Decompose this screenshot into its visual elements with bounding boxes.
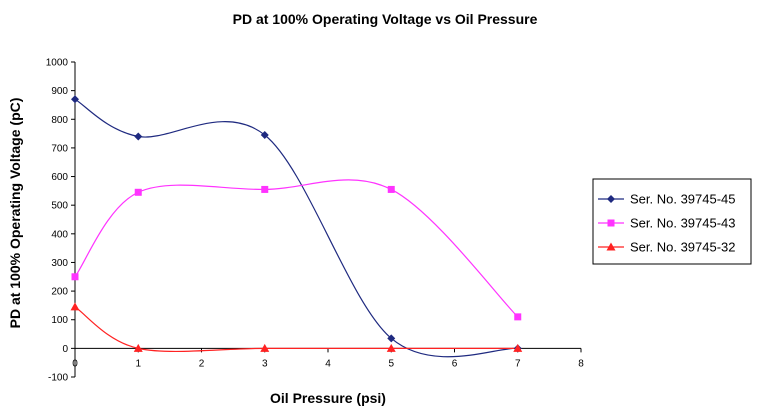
y-tick-label: 300 <box>51 258 68 269</box>
x-tick-label: 4 <box>325 358 331 369</box>
y-tick-label: 900 <box>51 86 68 97</box>
series-3-point <box>70 302 80 311</box>
y-tick-label: 0 <box>62 344 68 355</box>
y-axis-ticks: -100 0 100 200 300 400 500 600 700 800 900 1000 <box>46 58 75 384</box>
legend-label-1: Ser. No. 39745-45 <box>630 192 736 207</box>
y-tick-label: 500 <box>51 201 68 212</box>
x-tick-label: 5 <box>388 358 394 369</box>
legend-items: Ser. No. 39745-45 Ser. No. 39745-43 Ser. N… <box>598 192 736 255</box>
y-tick-label: 100 <box>51 315 68 326</box>
series-line-1 <box>74 98 518 358</box>
plot-area: -100 0 100 200 300 400 500 600 700 800 900 1000 0 1 2… <box>46 58 584 384</box>
legend-marker-2 <box>607 219 615 227</box>
x-tick-label: 6 <box>452 358 458 369</box>
x-axis-label: Oil Pressure (psi) <box>270 390 386 406</box>
series-3-point <box>260 343 270 352</box>
series-2-point <box>261 185 269 193</box>
series-1-point <box>71 95 79 104</box>
series-3-point <box>386 343 396 352</box>
legend-marker-1 <box>607 195 615 203</box>
y-tick-label: 600 <box>51 172 68 183</box>
chart-title: PD at 100% Operating Voltage vs Oil Pres… <box>233 11 538 27</box>
x-tick-label: 7 <box>515 358 521 369</box>
legend-box <box>592 178 752 265</box>
x-tick-label: 3 <box>262 358 268 369</box>
legend: Ser. No. 39745-45 Ser. No. 39745-43 Ser. N… <box>592 178 752 265</box>
y-tick-label: 1000 <box>46 58 69 69</box>
series-1-point <box>387 334 396 343</box>
legend-label-2: Ser. No. 39745-43 <box>630 216 736 231</box>
series-2-point <box>71 273 79 281</box>
series-2-point <box>514 313 522 321</box>
y-tick-label: 400 <box>51 229 68 240</box>
y-tick-label: 200 <box>51 287 68 298</box>
series-1-point <box>260 131 269 140</box>
series-3-point <box>133 343 143 352</box>
series-lines <box>74 98 519 358</box>
series-3-point <box>513 343 523 352</box>
series-2-point <box>134 188 142 196</box>
series-markers <box>70 95 523 353</box>
series-line-3 <box>74 306 518 353</box>
y-tick-label: 700 <box>51 143 68 154</box>
x-tick-label: 2 <box>199 358 205 369</box>
series-1-point <box>134 132 143 141</box>
legend-label-3: Ser. No. 39745-32 <box>630 240 736 255</box>
x-tick-label: 1 <box>135 358 141 369</box>
legend-marker-3 <box>606 242 616 251</box>
series-line-2 <box>74 179 519 318</box>
series-2-point <box>387 185 395 193</box>
x-tick-label: 8 <box>578 358 584 369</box>
y-axis-label: PD at 100% Operating Voltage (pC) <box>7 98 23 329</box>
y-tick-label: 800 <box>51 115 68 126</box>
y-tick-label: -100 <box>48 373 68 384</box>
